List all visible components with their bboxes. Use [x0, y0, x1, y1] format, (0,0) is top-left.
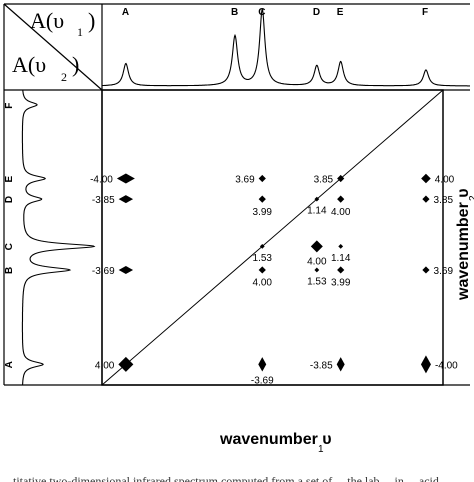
side-peak-labels: A B C D E F — [4, 103, 15, 369]
cross-peak-f-e — [421, 173, 431, 184]
svg-text:): ) — [88, 8, 95, 33]
top-peak-label-d: D — [313, 7, 320, 18]
corner-label-top: A(υ 1 ) — [30, 8, 95, 39]
svg-text:1: 1 — [318, 444, 324, 455]
cross-peak-value-d-d: 1.14 — [307, 206, 327, 217]
cross-peak-f-d — [422, 195, 430, 203]
side-peak-label-b: B — [4, 267, 15, 274]
cross-peak-value-d-b: 1.53 — [307, 276, 327, 287]
cross-peak-a-d — [118, 195, 134, 204]
side-peak-label-f: F — [4, 103, 15, 109]
cross-peak-value-e-e: 3.85 — [314, 175, 334, 186]
cross-peak-value-f-e: 4.00 — [435, 175, 455, 186]
cross-peak-e-c — [338, 243, 344, 249]
cross-peak-value-e-b: 3.99 — [331, 278, 351, 289]
cross-peak-d-c — [310, 240, 323, 253]
cross-peak-value-f-a: -4.00 — [435, 360, 458, 371]
cross-peak-value-c-b: 4.00 — [253, 278, 273, 289]
cross-peak-value-a-e: -4.00 — [90, 175, 113, 186]
diagonal-line — [101, 89, 444, 386]
cross-peak-a-b — [118, 265, 134, 274]
cross-peak-c-c — [259, 243, 265, 249]
cross-peak-f-b — [422, 266, 430, 274]
cross-peak-d-b — [314, 267, 320, 273]
side-peak-label-c: C — [4, 243, 15, 250]
cross-peak-value-f-d: 3.85 — [434, 195, 454, 206]
svg-text:A(υ: A(υ — [12, 52, 46, 77]
cross-peak-value-c-d: 3.99 — [253, 207, 273, 218]
svg-text:wavenumber υ: wavenumber υ — [455, 188, 472, 301]
cross-peak-a-e — [116, 173, 135, 184]
cross-peak-d-d — [314, 196, 320, 202]
svg-text:): ) — [72, 52, 79, 77]
top-peak-label-e: E — [337, 7, 344, 18]
top-peak-label-a: A — [122, 7, 129, 18]
cross-peak-a-a — [118, 356, 134, 372]
cross-peak-value-c-c: 1.53 — [253, 253, 273, 264]
top-peak-label-c: C — [258, 7, 265, 18]
cross-peak-f-a — [420, 355, 431, 374]
x-axis-label: wavenumber υ 1 — [219, 431, 332, 455]
side-peak-label-d: D — [4, 196, 15, 203]
side-peak-label-e: E — [4, 176, 15, 183]
top-peak-labels: A B C D E F — [122, 7, 428, 18]
y-axis-label: wavenumber υ 2 — [455, 188, 474, 301]
main-plot-frame — [101, 89, 444, 386]
cross-peak-value-e-a: -3.85 — [310, 360, 333, 371]
cross-peak-value-a-a: 4.00 — [95, 360, 115, 371]
cross-peak-c-b — [258, 266, 266, 274]
cross-peak-markers — [116, 173, 431, 374]
cross-peak-c-a — [258, 357, 267, 372]
caption-fragment: ...titative two-dimensional infrared spe… — [4, 474, 439, 482]
top-peak-label-f: F — [422, 7, 428, 18]
corner-label-bottom: A(υ 2 ) — [12, 52, 79, 84]
cross-peak-value-e-c: 1.14 — [331, 253, 351, 264]
top-spectrum-trace — [102, 8, 470, 87]
cross-peak-c-d — [258, 195, 266, 203]
svg-text:2: 2 — [61, 70, 67, 84]
svg-text:2: 2 — [468, 195, 474, 201]
cross-peak-e-b — [337, 266, 345, 274]
cross-peak-e-d — [337, 195, 345, 203]
cross-peak-value-d-c: 4.00 — [307, 256, 327, 267]
cross-peak-value-c-e: 3.69 — [235, 175, 255, 186]
svg-text:A(υ: A(υ — [30, 8, 64, 33]
svg-text:wavenumber υ: wavenumber υ — [219, 431, 332, 448]
top-peak-label-b: B — [231, 7, 238, 18]
side-peak-label-a: A — [4, 361, 15, 368]
side-spectrum-trace — [21, 90, 96, 385]
cross-peak-value-labels: -4.00 -3.85 -3.69 4.00 3.69 1.53 4.00 -3.69 3.99… — [90, 175, 458, 387]
cross-peak-e-a — [336, 357, 345, 372]
cross-peak-c-e — [258, 174, 266, 183]
svg-text:1: 1 — [77, 25, 83, 39]
cross-peak-value-a-b: -3.69 — [92, 266, 115, 277]
cross-peak-value-a-d: -3.85 — [92, 195, 115, 206]
cross-peak-value-c-a: -3.69 — [251, 376, 274, 387]
cross-peak-e-e — [337, 174, 345, 183]
cross-peak-value-f-b: 3.69 — [434, 266, 454, 277]
cross-peak-value-e-d: 4.00 — [331, 207, 351, 218]
